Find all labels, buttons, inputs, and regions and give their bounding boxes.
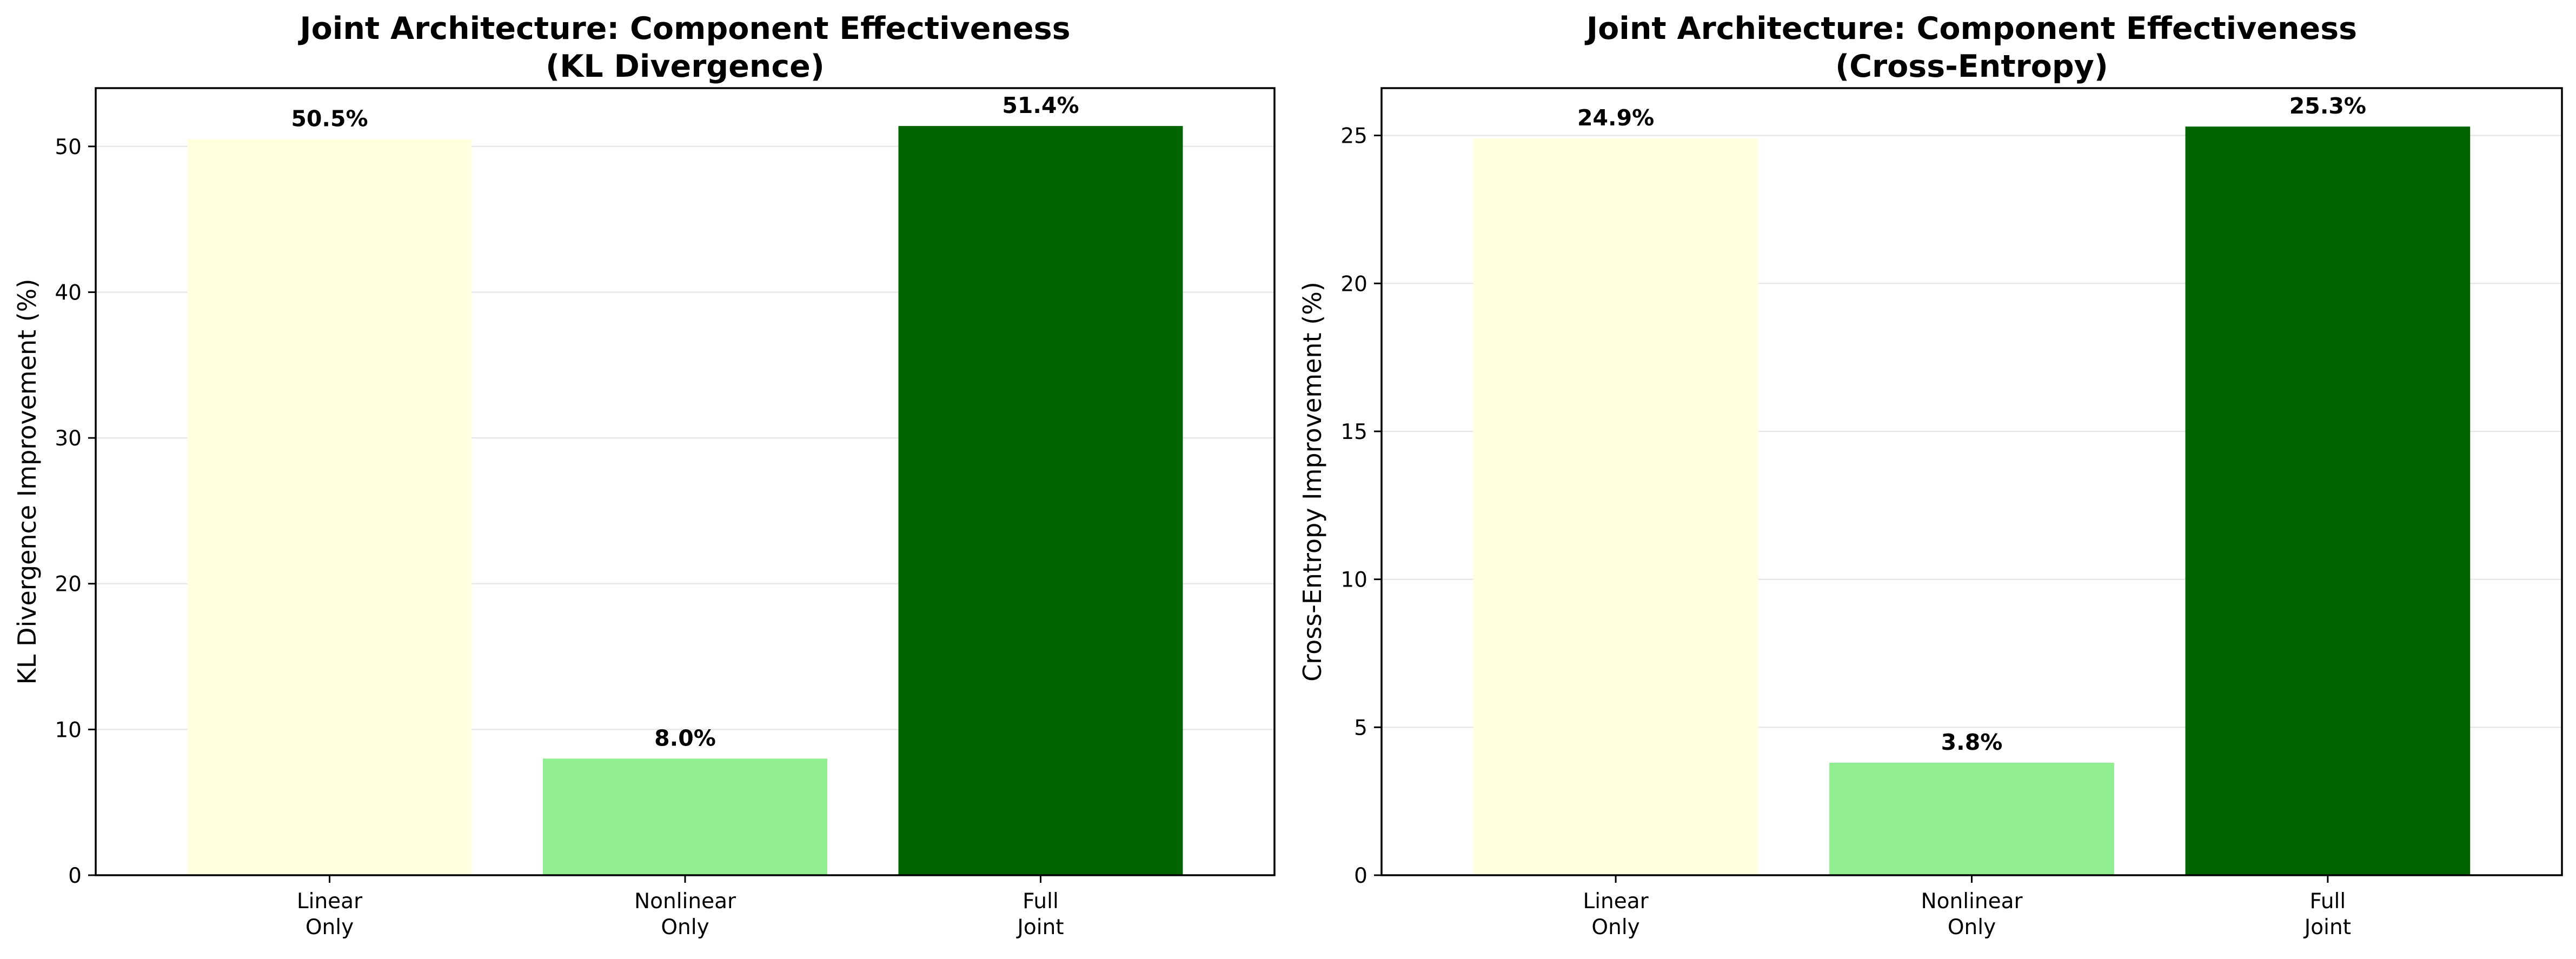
ce-value-label-2: 25.3% <box>2289 93 2366 119</box>
kl-ytick-label: 0 <box>68 864 82 888</box>
kl-bar-1 <box>543 758 827 875</box>
kl-bar-0 <box>187 139 472 875</box>
ce-value-label-0: 24.9% <box>1577 105 1654 131</box>
ce-ytick-label: 10 <box>1340 568 1367 592</box>
kl-xtick-label-0: Linear Only <box>297 889 363 940</box>
ce-ytick-label: 20 <box>1340 272 1367 296</box>
kl-ytick-label: 40 <box>55 281 82 305</box>
ce-y-axis-label: Cross-Entropy Improvement (%) <box>1298 282 1327 682</box>
kl-bar-2 <box>898 126 1183 875</box>
kl-y-axis-label: KL Divergence Improvement (%) <box>12 279 42 685</box>
ce-value-label-1: 3.8% <box>1941 729 2003 755</box>
kl-ytick-label: 10 <box>55 718 82 742</box>
ce-ytick-label: 5 <box>1354 716 1367 740</box>
kl-ytick-label: 30 <box>55 427 82 451</box>
kl-xtick-label-1: Nonlinear Only <box>634 889 736 940</box>
kl-value-label-1: 8.0% <box>654 725 716 751</box>
ce-xtick-label-2: Full Joint <box>2303 889 2351 940</box>
kl-title-line-1: (KL Divergence) <box>546 49 825 84</box>
ce-xtick-label-1: Nonlinear Only <box>1921 889 2023 940</box>
ce-ytick-label: 0 <box>1354 864 1367 888</box>
ce-title-line-1: (Cross-Entropy) <box>1835 49 2108 84</box>
kl-xtick-label-2: Full Joint <box>1015 889 1064 940</box>
cross-entropy-chart: 24.9% 3.8% 25.3% 0 5 10 15 20 25 Linear Only Nonlin… <box>1298 11 2563 940</box>
kl-title-line-0: Joint Architecture: Component Effectiven… <box>297 11 1070 46</box>
kl-value-label-2: 51.4% <box>1002 92 1079 118</box>
kl-ytick-label: 20 <box>55 572 82 597</box>
ce-bar-1 <box>1829 763 2114 875</box>
kl-value-label-0: 50.5% <box>291 105 368 131</box>
ce-ytick-label: 15 <box>1340 420 1367 444</box>
ce-bar-2 <box>2185 126 2471 875</box>
ce-bar-0 <box>1473 138 1758 876</box>
ce-title-line-0: Joint Architecture: Component Effectiven… <box>1584 11 2357 46</box>
ce-ytick-label: 25 <box>1340 124 1367 149</box>
kl-ytick-label: 50 <box>55 135 82 159</box>
ce-xtick-label-0: Linear Only <box>1583 889 1649 940</box>
kl-divergence-chart: 50.5% 8.0% 51.4% 0 10 20 30 40 50 Linear Only Nonli… <box>12 11 1276 940</box>
